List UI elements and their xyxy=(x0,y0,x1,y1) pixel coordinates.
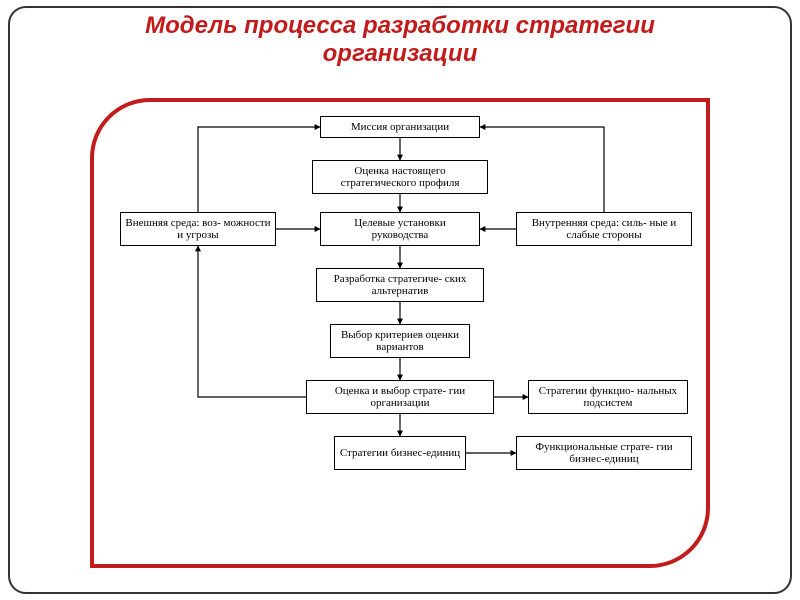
title-line2: организации xyxy=(323,40,478,67)
node-n4: Целевые установки руководства xyxy=(320,212,480,246)
node-n10: Стратегии бизнес-единиц xyxy=(334,436,466,470)
node-n1: Миссия организации xyxy=(320,116,480,138)
node-n5: Внутренняя среда: силь- ные и слабые сто… xyxy=(516,212,692,246)
node-n6: Разработка стратегиче- ских альтернатив xyxy=(316,268,484,302)
node-n7: Выбор критериев оценки вариантов xyxy=(330,324,470,358)
title-line1: Модель процесса разработки стратегии xyxy=(145,12,655,39)
node-n3: Внешняя среда: воз- можности и угрозы xyxy=(120,212,276,246)
node-n8: Оценка и выбор страте- гии организации xyxy=(306,380,494,414)
node-n11: Функциональные страте- гии бизнес-единиц xyxy=(516,436,692,470)
node-n9: Стратегии функцио- нальных подсистем xyxy=(528,380,688,414)
node-n2: Оценка настоящего стратегического профил… xyxy=(312,160,488,194)
page-title: Модель процесса разработки стратегии орг… xyxy=(0,12,800,67)
